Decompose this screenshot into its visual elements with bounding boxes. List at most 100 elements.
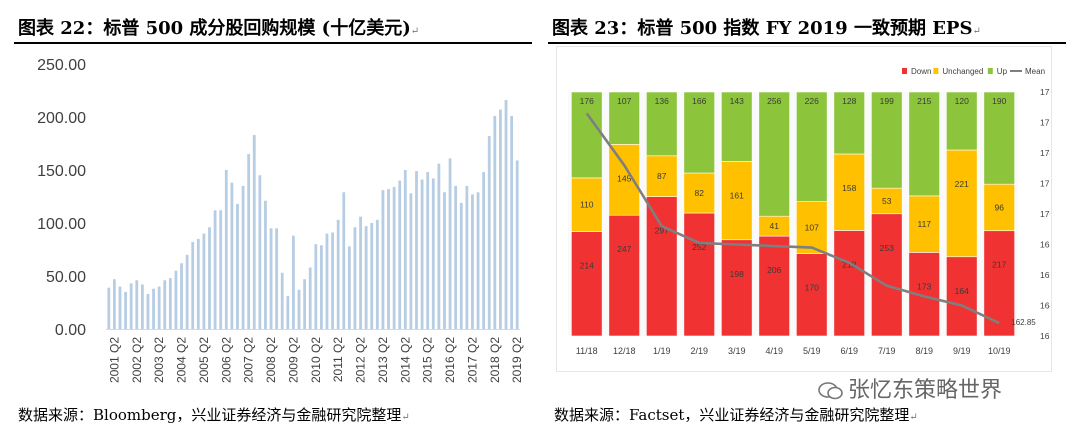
segment-value-label: 82 [695,188,705,198]
y2-tick-label: 178 [1040,87,1050,97]
bar [135,280,139,329]
bar [353,227,357,329]
x-tick-label: 2010 Q2 [309,337,323,383]
y-tick-label: 250.00 [37,57,86,74]
y2-tick-label: 166 [1040,270,1050,280]
segment-value-label: 128 [842,96,856,106]
segment-value-label: 87 [657,171,667,181]
bar [146,294,150,329]
stacked-bar-segment [946,256,978,337]
segment-value-label: 215 [917,96,931,106]
bar [264,200,267,329]
segment-value-label: 96 [995,202,1005,212]
bar [487,136,491,329]
bar [359,216,362,329]
stacked-bar-segment [608,214,640,337]
bar [336,219,340,329]
right-chart-title: 图表 23：标普 500 指数 FY 2019 一致预期 EPS↵ [552,18,981,39]
bar [286,296,290,329]
stacked-bar-segment [721,91,753,162]
segment-value-label: 247 [617,244,631,254]
bar [112,279,116,329]
x-tick-label: 5/19 [803,346,821,356]
bar [364,226,368,329]
segment-value-label: 158 [842,183,856,193]
y2-tick-label: 164 [1040,301,1050,311]
x-tick-label: 2018 Q2 [488,337,502,383]
bar [280,272,284,329]
bar [342,192,346,329]
bar [375,219,379,329]
bar [431,178,435,329]
bar [180,263,183,329]
legend-label: Unchanged [942,67,983,76]
stacked-bar-segment [908,91,940,197]
x-tick-label: 2009 Q2 [286,337,300,383]
segment-value-label: 190 [992,96,1006,106]
buyback-bar-chart: 0.00 50.00 100.00 150.00 200.00 250.00 2001 Q2… [37,57,524,383]
segment-value-label: 136 [655,96,669,106]
legend-label: Down [911,67,931,76]
segment-value-label: 120 [955,96,969,106]
bar [152,288,155,329]
stacked-bar-segment [608,91,640,145]
bar [504,100,508,329]
bar [303,279,307,329]
x-tick-label: 12/18 [613,346,636,356]
stacked-bar-segment [571,91,603,179]
x-tick-label: 2014 Q2 [398,337,412,383]
segment-value-label: 218 [842,259,856,269]
bar [275,228,279,329]
bar [415,171,418,329]
bar [499,109,502,329]
x-tick-label: 10/19 [988,346,1011,356]
segment-value-label: 143 [730,96,744,106]
bar [437,163,441,329]
eps-revision-chart: 214 110 176 11/18 247 145 107 12/18 297 87 136 1/19… [568,67,1050,356]
bar [219,210,223,329]
legend-swatch [933,68,939,74]
y2-tick-label: 170 [1040,209,1050,219]
x-tick-label: 2019 Q2 [510,337,524,383]
right-title-rule [548,42,1066,44]
stacked-bar-segment [646,196,678,337]
legend-swatch [987,68,993,74]
stacked-bar-segment [683,91,715,174]
stacked-bar-segment [721,161,753,241]
stacked-bar-segment [721,239,753,337]
segment-value-label: 110 [580,200,594,210]
stacked-bar-segment [683,212,715,337]
bar [465,185,469,329]
bar [269,228,273,329]
segment-value-label: 214 [580,261,594,271]
legend-label: Mean [1025,67,1045,76]
bar [196,238,200,329]
segment-value-label: 173 [917,281,931,291]
bar [230,182,234,329]
bar [191,242,195,329]
stacked-bar-segment [758,91,790,217]
bar [325,233,329,329]
bar [403,170,407,329]
x-tick-label: 2015 Q2 [421,337,435,383]
mean-eps-line [585,112,1000,325]
bar [482,172,486,329]
segment-value-label: 252 [692,242,706,252]
bar [224,170,228,329]
bar [370,223,374,329]
stacked-bar-segment [796,253,828,337]
stacked-bar-segment [571,231,603,337]
stacked-bar-segment [908,195,940,253]
segment-value-label: 198 [730,269,744,279]
y-tick-label: 150.00 [37,163,86,180]
bar [202,233,206,329]
bar [124,291,127,329]
bar [387,189,390,329]
bar [292,235,295,329]
y2-tick-label: 174 [1040,148,1050,158]
bar [236,203,239,329]
y-tick-label: 0.00 [55,322,86,339]
segment-value-label: 176 [580,96,594,106]
y-tick-label: 200.00 [37,110,86,127]
x-tick-label: 2017 Q2 [465,337,479,383]
